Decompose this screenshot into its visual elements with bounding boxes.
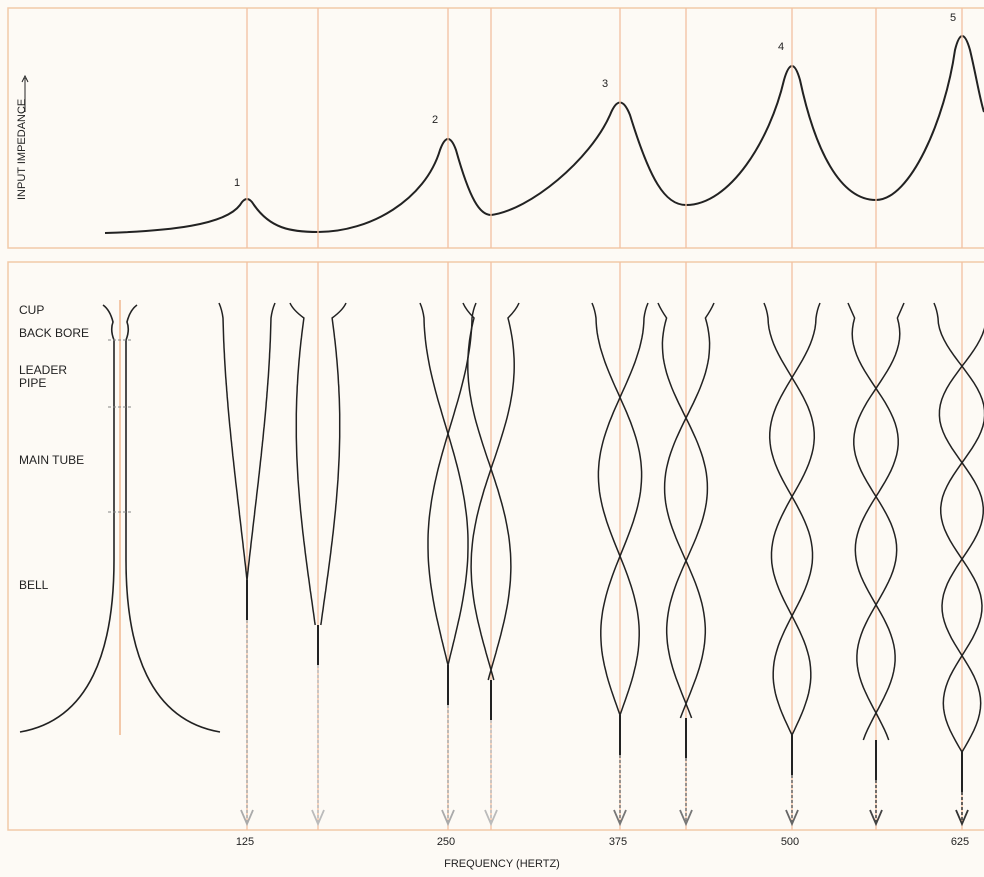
impedance-panel xyxy=(7,7,984,249)
standing-wave xyxy=(289,302,316,626)
standing-wave xyxy=(320,302,347,626)
frequency-label: 125 xyxy=(236,836,254,848)
arrow-head xyxy=(441,809,455,827)
frequency-label: 250 xyxy=(437,836,455,848)
standing-wave xyxy=(470,302,520,681)
standing-wave xyxy=(938,327,984,753)
peak-label: 4 xyxy=(778,41,784,53)
peak-label: 5 xyxy=(950,12,956,24)
peak-label: 1 xyxy=(234,177,240,189)
arrow-head xyxy=(311,809,325,827)
arrow-head xyxy=(955,809,969,827)
part-label: BELL xyxy=(19,578,49,592)
arrow-head xyxy=(484,809,498,827)
standing-wave xyxy=(763,302,816,736)
standing-wave xyxy=(657,302,709,719)
arrow-head xyxy=(869,809,883,827)
frequency-label: 375 xyxy=(609,836,627,848)
standing-wave xyxy=(663,302,715,719)
arrow-head xyxy=(613,809,627,827)
impedance-curve xyxy=(104,35,984,234)
wave-panel xyxy=(7,261,984,831)
standing-wave xyxy=(768,302,821,736)
standing-wave xyxy=(427,302,477,666)
standing-wave xyxy=(597,302,649,716)
part-label: BACK BORE xyxy=(19,326,90,340)
peak-label: 3 xyxy=(602,78,608,90)
standing-wave xyxy=(462,302,512,681)
x-axis-title: FREQUENCY (HERTZ) xyxy=(444,858,560,870)
peak-label: 2 xyxy=(432,114,438,126)
arrow-head xyxy=(679,809,693,827)
trumpet-outline xyxy=(125,304,221,733)
part-label: CUP xyxy=(19,303,45,317)
standing-wave xyxy=(933,302,984,753)
axis-arrow-head xyxy=(21,74,29,83)
standing-wave xyxy=(419,302,469,666)
standing-wave xyxy=(246,302,276,581)
frequency-label: 500 xyxy=(781,836,799,848)
part-label: MAIN TUBE xyxy=(19,453,85,467)
arrow-head xyxy=(785,809,799,827)
frequency-label: 625 xyxy=(951,836,969,848)
standing-wave xyxy=(218,302,248,581)
arrow-head xyxy=(240,809,254,827)
y-axis-label: INPUT IMPEDANCE xyxy=(16,99,28,200)
standing-wave xyxy=(853,302,905,741)
standing-wave xyxy=(847,302,899,741)
section-marks xyxy=(108,339,132,513)
part-label: LEADER PIPE xyxy=(19,363,68,390)
standing-wave xyxy=(591,302,643,716)
